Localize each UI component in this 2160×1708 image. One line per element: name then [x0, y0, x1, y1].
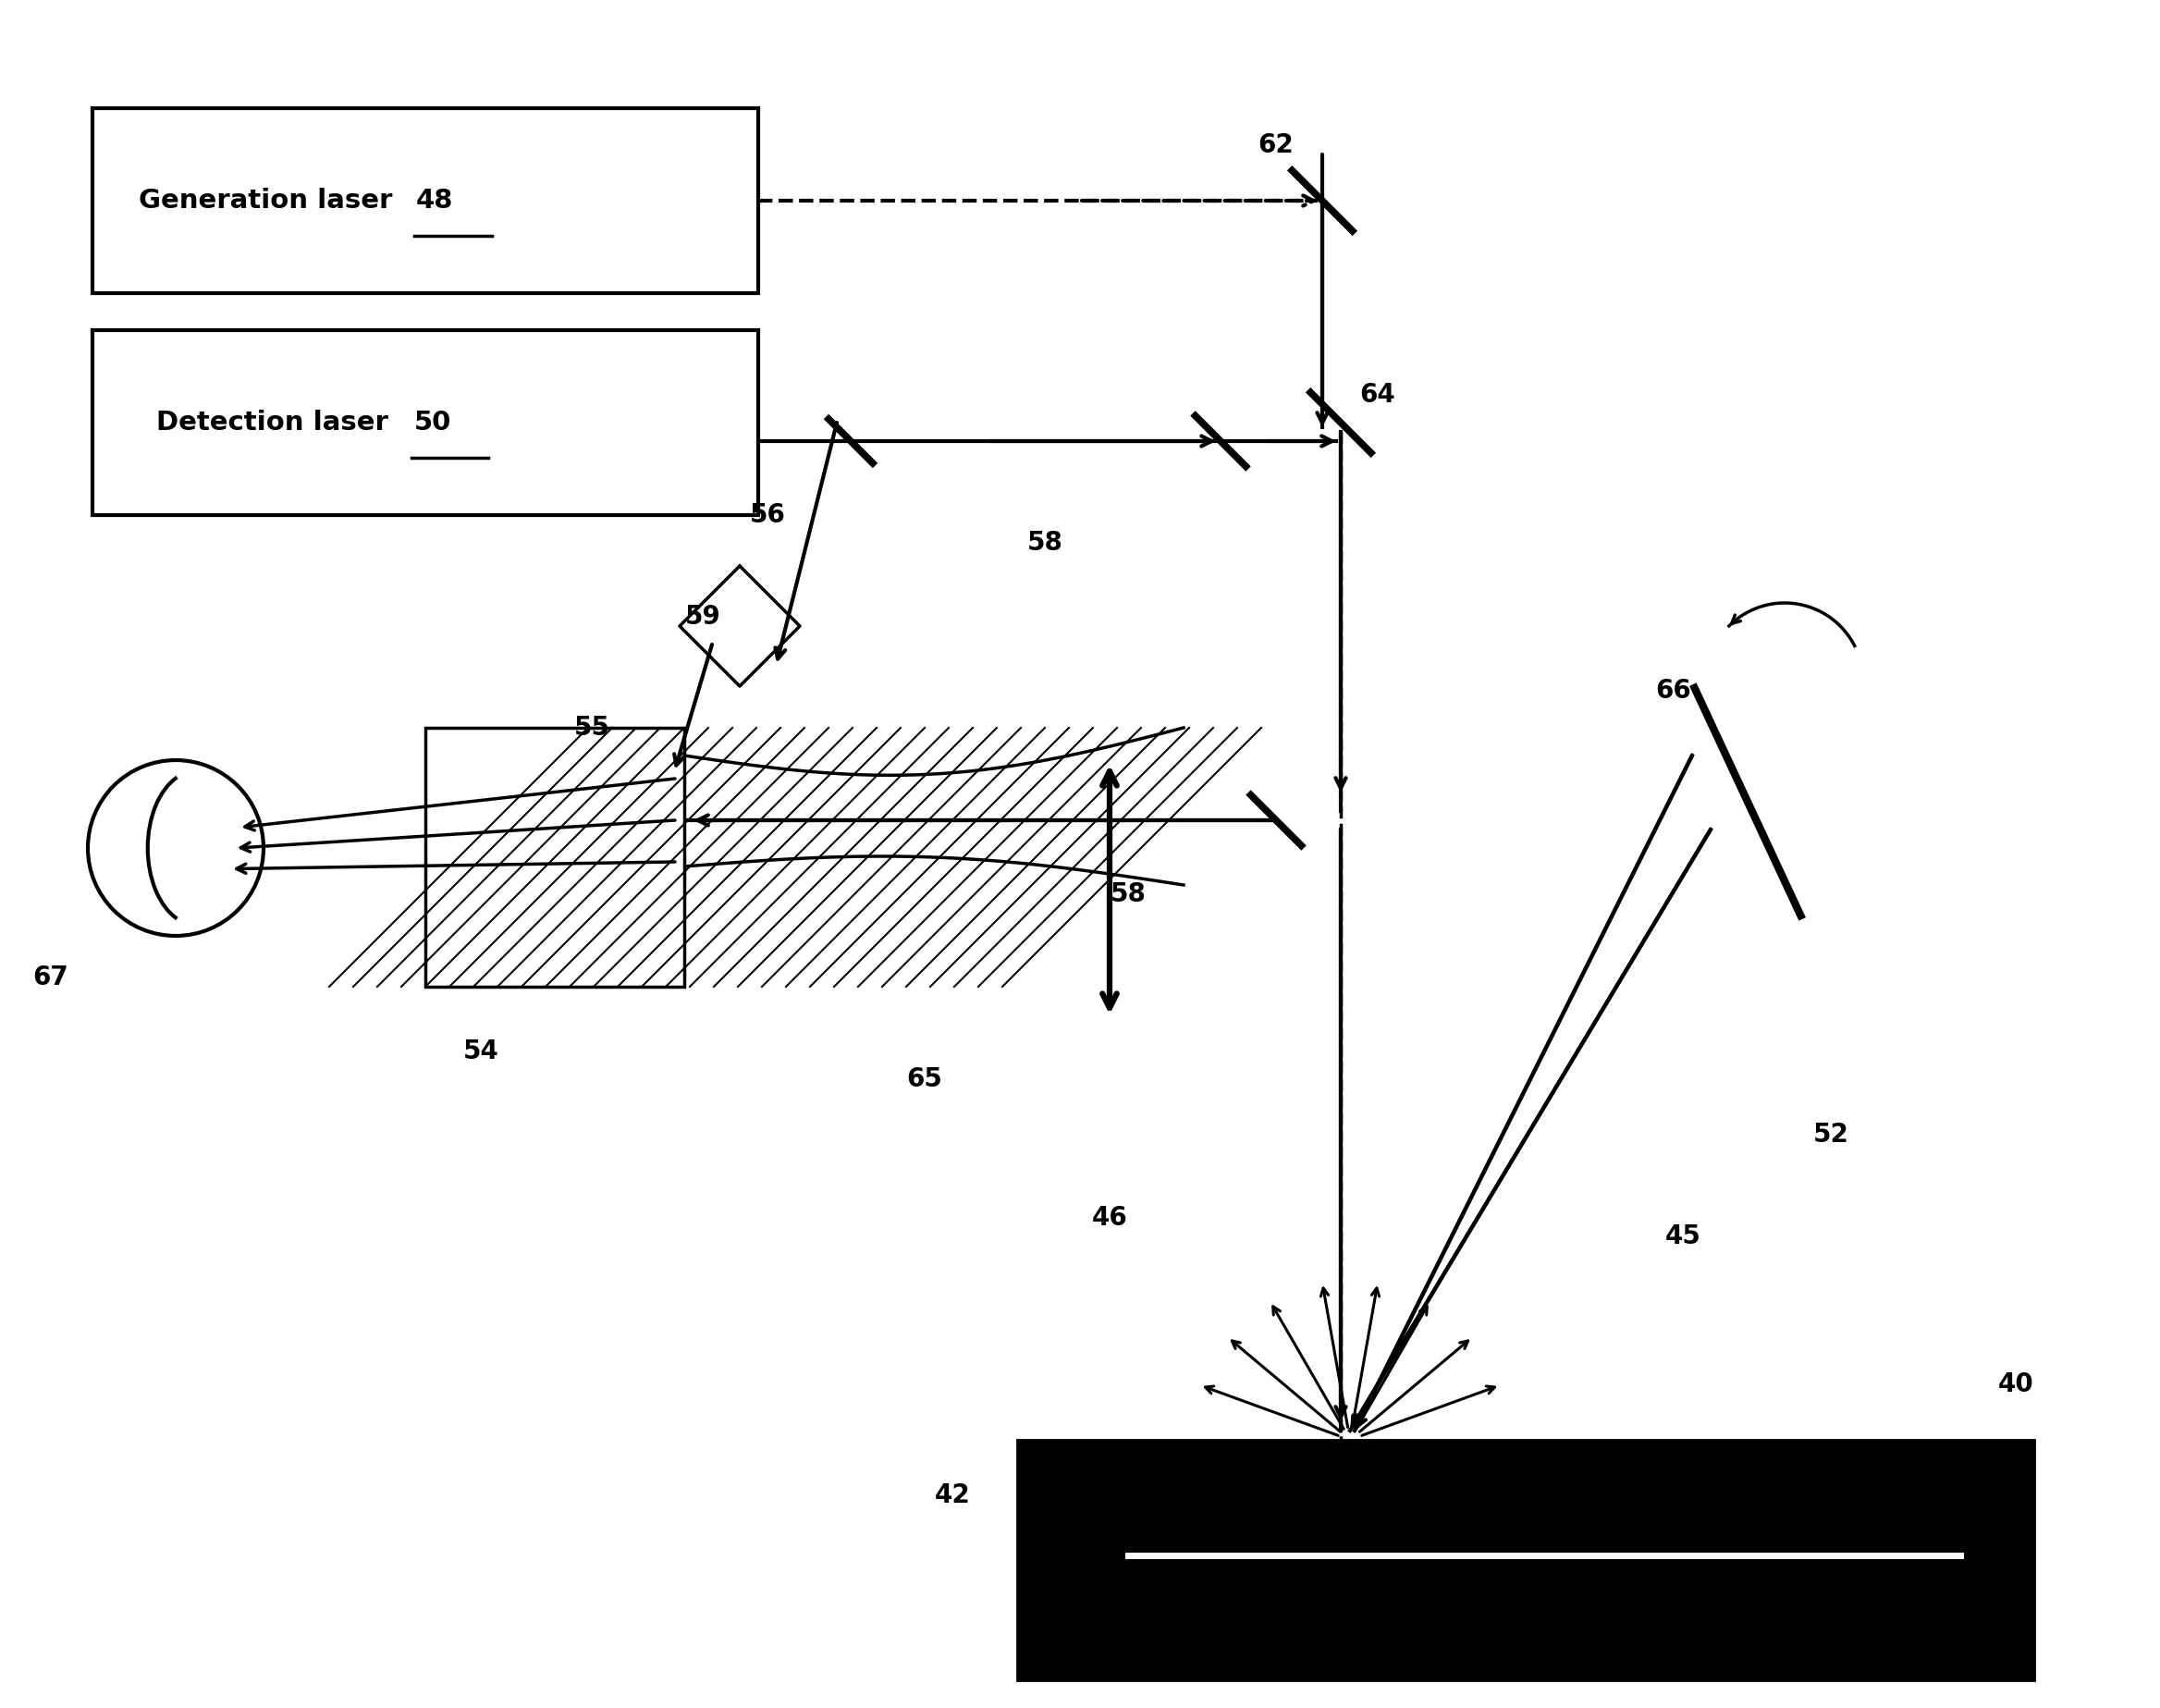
Bar	[93, 108, 758, 294]
Text: 48: 48	[417, 188, 454, 214]
Bar	[93, 330, 758, 516]
Text: 65: 65	[907, 1066, 942, 1091]
Text: 52: 52	[1812, 1122, 1849, 1148]
Text: 45: 45	[1665, 1223, 1700, 1249]
Bar	[426, 728, 685, 987]
Text: 56: 56	[750, 502, 786, 528]
Text: 66: 66	[1657, 678, 1691, 704]
Text: Generation laser: Generation laser	[138, 188, 402, 214]
Text: 59: 59	[685, 605, 721, 630]
Text: 58: 58	[1026, 529, 1063, 555]
Text: Detection laser: Detection laser	[156, 410, 397, 436]
Text: 67: 67	[32, 965, 69, 991]
Text: 58: 58	[1110, 881, 1147, 907]
Text: 42: 42	[935, 1483, 970, 1508]
Text: 54: 54	[462, 1038, 499, 1064]
Text: 46: 46	[1091, 1204, 1128, 1231]
Text: 64: 64	[1361, 383, 1395, 408]
Text: 62: 62	[1257, 132, 1294, 159]
Text: 50: 50	[415, 410, 451, 436]
Bar	[1017, 1440, 2035, 1681]
Text: 55: 55	[575, 716, 609, 741]
Text: 40: 40	[1998, 1372, 2035, 1397]
